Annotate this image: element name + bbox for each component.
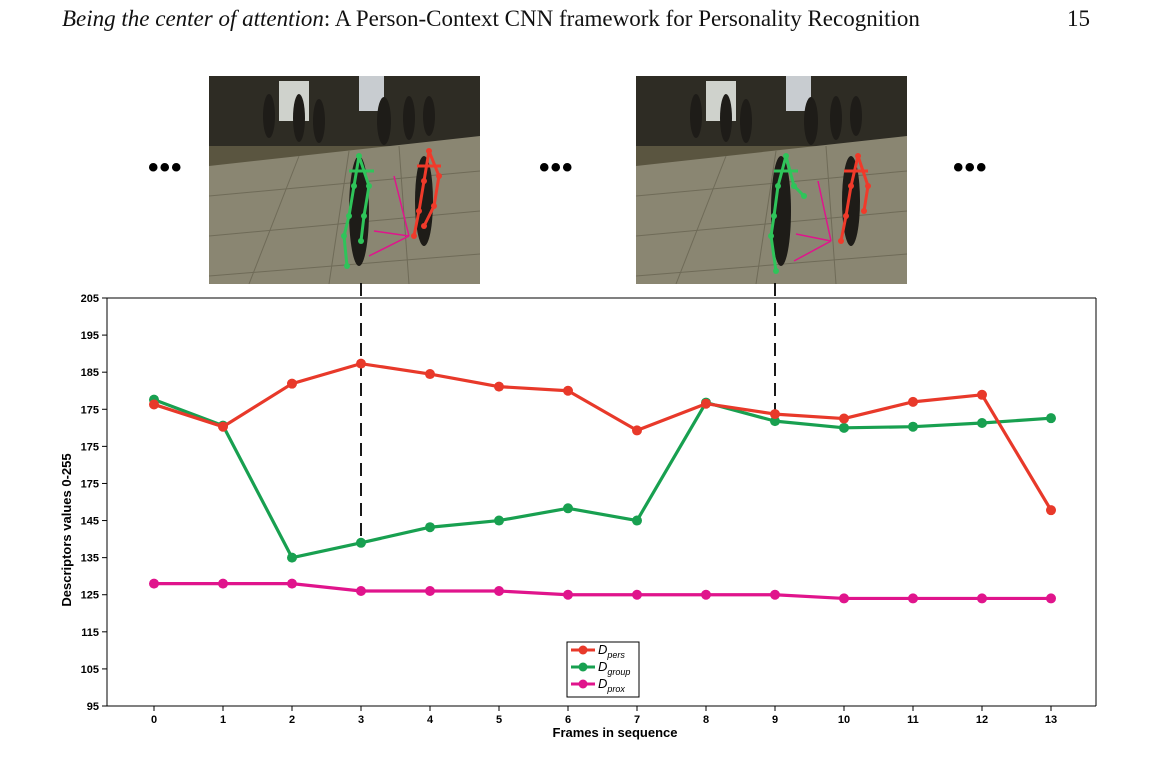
data-point	[494, 586, 504, 597]
data-point	[701, 589, 711, 600]
data-point	[149, 399, 159, 410]
y-tick-label: 125	[81, 590, 99, 602]
data-point	[908, 396, 918, 407]
data-point	[839, 593, 849, 604]
data-point	[425, 586, 435, 597]
series-layer	[149, 358, 1056, 604]
data-point	[356, 358, 366, 369]
data-point	[1046, 505, 1056, 516]
data-point	[770, 416, 780, 427]
y-tick-label: 205	[81, 293, 99, 305]
y-tick-label: 95	[87, 701, 99, 713]
y-tick-label: 175	[81, 478, 99, 490]
running-title: Being the center of attention: A Person-…	[62, 6, 920, 32]
legend-swatch-marker	[578, 679, 588, 689]
data-point	[770, 409, 780, 420]
data-point	[1046, 593, 1056, 604]
frame-photo-9	[636, 76, 907, 284]
ellipsis-left: •••	[148, 151, 183, 184]
data-point	[977, 593, 987, 604]
series-d-prox	[149, 578, 1056, 604]
data-point	[287, 552, 297, 563]
y-tick-label: 145	[81, 516, 99, 528]
ellipsis-right: •••	[953, 151, 988, 184]
frame-guide-lines	[360, 283, 776, 545]
data-point	[287, 378, 297, 389]
x-tick-label: 10	[838, 714, 850, 726]
frame-photo-9-image	[636, 76, 907, 284]
frame-photo-3-image	[209, 76, 480, 284]
data-point	[287, 578, 297, 589]
series-d-group	[149, 394, 1056, 563]
data-point	[563, 385, 573, 396]
x-tick-label: 6	[565, 714, 571, 726]
data-point	[701, 398, 711, 409]
data-point	[908, 593, 918, 604]
data-point	[494, 381, 504, 392]
data-point	[425, 522, 435, 533]
data-point	[632, 425, 642, 436]
data-point	[977, 389, 987, 400]
data-point	[563, 589, 573, 600]
data-point	[356, 537, 366, 548]
x-tick-label: 1	[220, 714, 226, 726]
legend-label-subscript: group	[607, 667, 630, 677]
series-line	[153, 362, 1053, 511]
data-point	[149, 578, 159, 589]
x-tick-label: 4	[427, 714, 434, 726]
series-d-pers	[149, 358, 1056, 516]
y-tick-label: 135	[81, 553, 99, 565]
x-tick-label: 11	[907, 714, 919, 726]
series-line	[153, 398, 1052, 560]
frame-photo-3	[209, 76, 480, 284]
data-point	[218, 421, 228, 432]
legend-swatch-marker	[578, 662, 588, 672]
x-tick-label: 13	[1045, 714, 1057, 726]
data-point	[356, 586, 366, 597]
x-tick-label: 5	[496, 714, 502, 726]
y-tick-label: 195	[81, 330, 99, 342]
ellipsis-middle: •••	[539, 151, 574, 184]
legend-swatch-marker	[578, 645, 588, 655]
data-point	[494, 515, 504, 526]
data-point	[839, 413, 849, 424]
y-tick-label: 185	[81, 367, 99, 379]
data-point	[770, 589, 780, 600]
y-tick-label: 175	[81, 441, 99, 453]
data-point	[563, 503, 573, 514]
data-point	[425, 369, 435, 380]
x-tick-label: 12	[976, 714, 988, 726]
x-tick-label: 2	[289, 714, 295, 726]
x-tick-label: 8	[703, 714, 709, 726]
y-tick-label: 115	[81, 627, 99, 639]
x-tick-label: 3	[358, 714, 364, 726]
page-number: 15	[1067, 6, 1090, 31]
data-point	[839, 422, 849, 433]
x-axis-label: Frames in sequence	[553, 725, 678, 740]
data-point	[218, 578, 228, 589]
legend-label-subscript: prox	[606, 684, 625, 694]
y-tick-label: 105	[81, 664, 99, 676]
x-tick-label: 7	[634, 714, 640, 726]
data-point	[632, 515, 642, 526]
y-axis-label: Descriptors values 0-255	[59, 453, 74, 606]
data-point	[632, 589, 642, 600]
legend-label-subscript: pers	[606, 650, 625, 660]
series-line	[154, 581, 1051, 601]
running-title-emphasis: Being the center of attention	[62, 6, 324, 31]
running-title-rest: : A Person-Context CNN framework for Per…	[323, 6, 920, 31]
data-point	[908, 421, 918, 432]
data-point	[977, 417, 987, 428]
x-tick-label: 0	[151, 714, 157, 726]
data-point	[1046, 413, 1056, 424]
y-tick-label: 175	[81, 404, 99, 416]
x-tick-label: 9	[772, 714, 778, 726]
